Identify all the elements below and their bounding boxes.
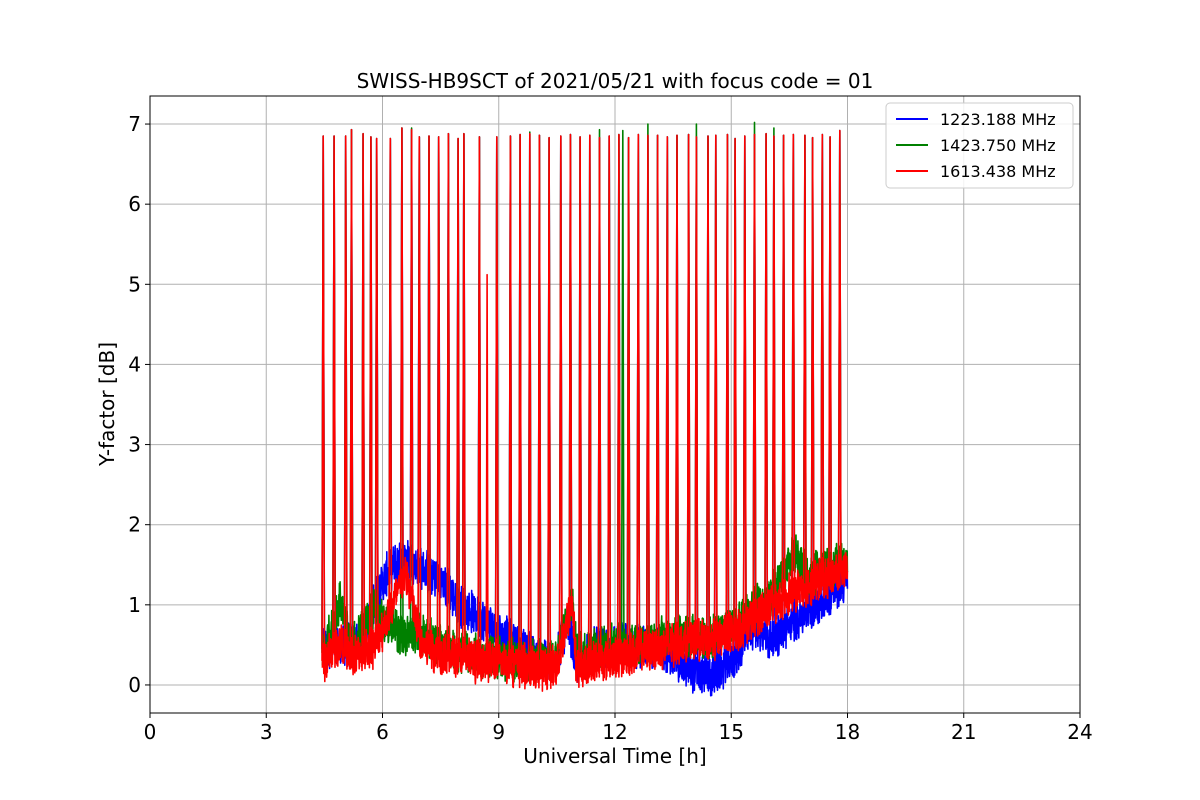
series-layer (321, 121, 849, 697)
series-line-3 (321, 127, 849, 692)
legend-label: 1223.188 MHz (940, 110, 1056, 129)
chart-title: SWISS-HB9SCT of 2021/05/21 with focus co… (357, 69, 874, 93)
y-tick-label: 2 (128, 513, 141, 537)
x-tick-label: 3 (260, 720, 273, 744)
x-tick-label: 18 (835, 720, 860, 744)
y-tick-label: 1 (128, 593, 141, 617)
legend-label: 1613.438 MHz (940, 162, 1056, 181)
y-tick-label: 0 (128, 673, 141, 697)
x-tick-label: 24 (1067, 720, 1092, 744)
legend-label: 1423.750 MHz (940, 136, 1056, 155)
x-tick-label: 12 (602, 720, 627, 744)
x-tick-label: 21 (951, 720, 976, 744)
x-tick-label: 0 (144, 720, 157, 744)
y-tick-label: 4 (128, 352, 141, 376)
legend-box (885, 102, 1074, 189)
x-tick-label: 15 (719, 720, 744, 744)
x-tick-label: 9 (492, 720, 505, 744)
y-tick-label: 3 (128, 433, 141, 457)
y-tick-label: 6 (128, 192, 141, 216)
y-tick-label: 7 (128, 112, 141, 136)
y-axis-label: Y-factor [dB] (95, 342, 119, 467)
y-tick-label: 5 (128, 272, 141, 296)
x-tick-label: 6 (376, 720, 389, 744)
plot-area (321, 121, 849, 697)
legend: 1223.188 MHz 1423.750 MHz 1613.438 MHz (885, 102, 1074, 189)
x-axis-label: Universal Time [h] (523, 744, 706, 768)
